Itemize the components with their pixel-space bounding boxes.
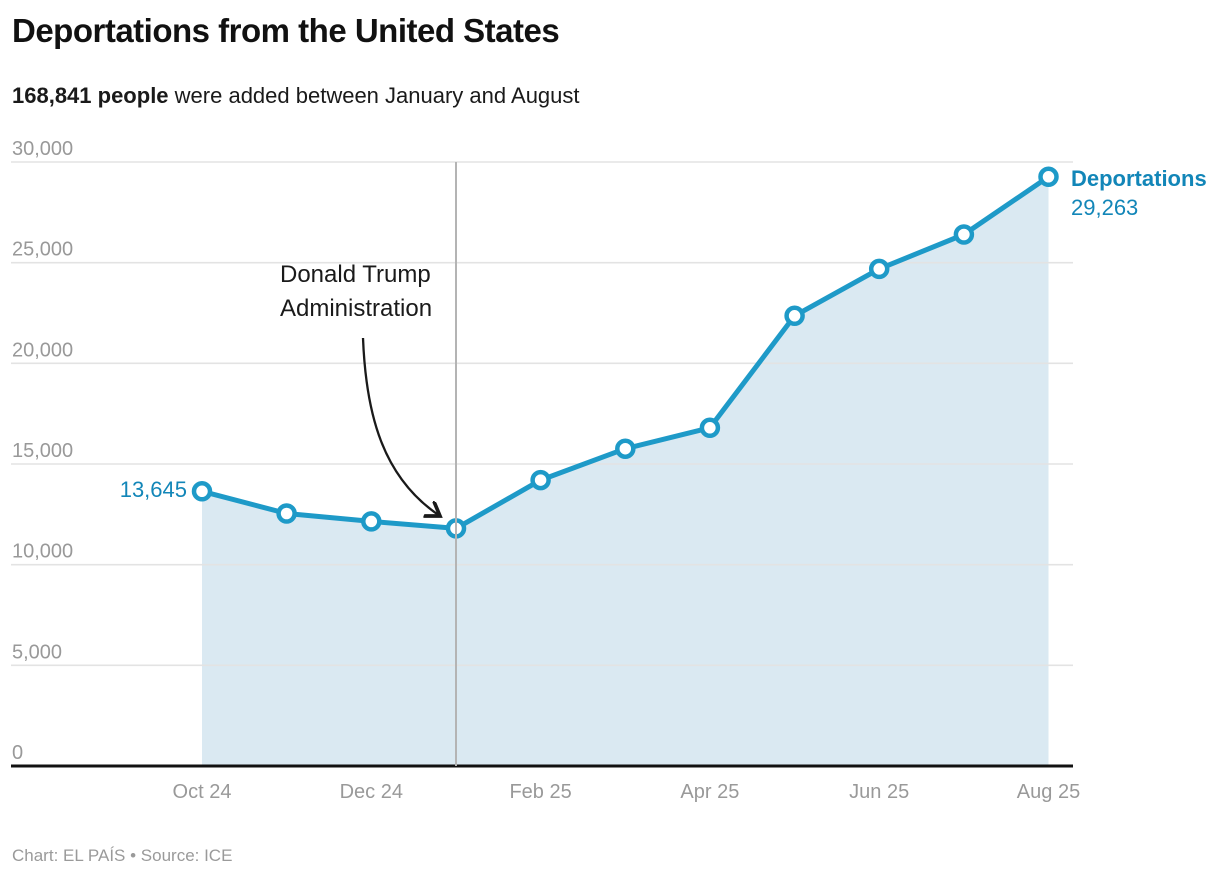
series-legend-label: Deportations <box>1071 166 1207 191</box>
annotation-arrow <box>361 337 440 516</box>
y-tick-label: 0 <box>12 742 23 764</box>
data-point-marker <box>530 469 551 491</box>
data-point-marker <box>361 511 382 532</box>
data-point-marker <box>1038 166 1059 188</box>
source-credit: Chart: EL PAÍS • Source: ICE <box>12 846 233 865</box>
annotation-line1: Donald Trump <box>280 261 431 288</box>
subtitle-rest: were added between January and August <box>168 83 580 108</box>
data-point-marker <box>784 305 805 327</box>
data-point-marker <box>191 481 213 502</box>
y-tick-label: 15,000 <box>12 440 73 462</box>
data-point-marker <box>699 417 721 439</box>
y-tick-label: 30,000 <box>12 138 73 160</box>
data-point-marker <box>953 224 975 245</box>
x-tick-label: Dec 24 <box>340 781 403 803</box>
x-tick-label: Oct 24 <box>173 781 232 803</box>
data-point-marker <box>276 503 297 524</box>
data-point-marker <box>615 438 636 459</box>
chart-subtitle: 168,841 people were added between Januar… <box>12 83 580 109</box>
y-tick-label: 5,000 <box>12 641 62 663</box>
y-tick-label: 10,000 <box>12 541 73 563</box>
last-point-value-label: 29,263 <box>1071 195 1139 220</box>
x-tick-label: Apr 25 <box>680 781 739 803</box>
x-tick-label: Aug 25 <box>1017 781 1080 803</box>
area-fill <box>202 176 1049 767</box>
annotation-line2: Administration <box>280 295 433 322</box>
data-point-marker <box>868 258 890 280</box>
page-title: Deportations from the United States <box>12 12 560 49</box>
x-tick-label: Jun 25 <box>849 781 909 803</box>
subtitle-highlight: 168,841 people <box>12 83 169 108</box>
first-point-value-label: 13,645 <box>119 477 187 502</box>
y-tick-label: 25,000 <box>12 239 73 261</box>
x-tick-label: Feb 25 <box>509 781 571 803</box>
y-tick-label: 20,000 <box>12 339 73 361</box>
trump-administration-annotation: Donald Trump Administration <box>280 258 432 326</box>
